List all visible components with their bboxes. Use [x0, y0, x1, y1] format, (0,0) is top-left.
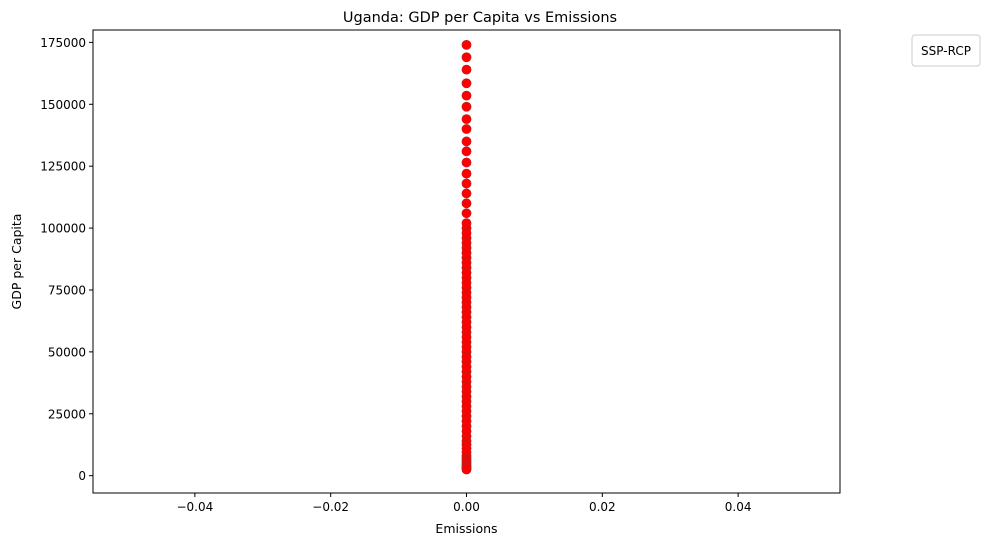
x-tick-label: 0.02 — [589, 500, 616, 514]
x-tick-label: 0.04 — [725, 500, 752, 514]
data-point — [461, 124, 472, 134]
x-tick-label: −0.04 — [176, 500, 213, 514]
y-tick-label: 125000 — [40, 160, 86, 174]
data-point — [461, 208, 472, 219]
y-tick-label: 25000 — [48, 407, 86, 421]
y-axis-label: GDP per Capita — [9, 214, 24, 310]
x-axis: −0.04 −0.02 0.00 0.02 0.04 — [176, 493, 751, 514]
data-point — [461, 90, 472, 101]
y-tick-label: 50000 — [48, 345, 86, 359]
y-tick-label: 175000 — [40, 36, 86, 50]
chart-title: Uganda: GDP per Capita vs Emissions — [343, 10, 617, 26]
data-point — [461, 101, 472, 112]
data-point — [461, 78, 472, 89]
legend: SSP-RCP — [911, 34, 981, 67]
data-points — [461, 39, 472, 475]
data-point — [461, 464, 472, 475]
x-tick-label: −0.02 — [312, 500, 349, 514]
legend-box — [911, 34, 981, 67]
y-axis: 0 25000 50000 75000 100000 125000 150000 175000 — [40, 36, 93, 483]
x-tick-label: 0.00 — [453, 500, 480, 514]
data-point — [461, 178, 472, 189]
data-point — [461, 188, 472, 199]
data-point — [461, 39, 472, 50]
legend-title: SSP-RCP — [921, 44, 971, 58]
y-tick-label: 75000 — [48, 283, 86, 297]
data-point — [461, 168, 472, 179]
y-tick-label: 150000 — [40, 98, 86, 112]
y-tick-label: 0 — [78, 469, 86, 483]
data-point — [461, 157, 472, 168]
data-point — [461, 114, 472, 125]
x-axis-label: Emissions — [435, 521, 497, 536]
data-point — [461, 64, 472, 75]
data-point — [461, 198, 472, 209]
y-tick-label: 100000 — [40, 222, 86, 236]
data-point — [461, 52, 472, 63]
data-point — [461, 136, 472, 147]
data-point — [461, 146, 472, 157]
plot-frame — [92, 29, 841, 494]
